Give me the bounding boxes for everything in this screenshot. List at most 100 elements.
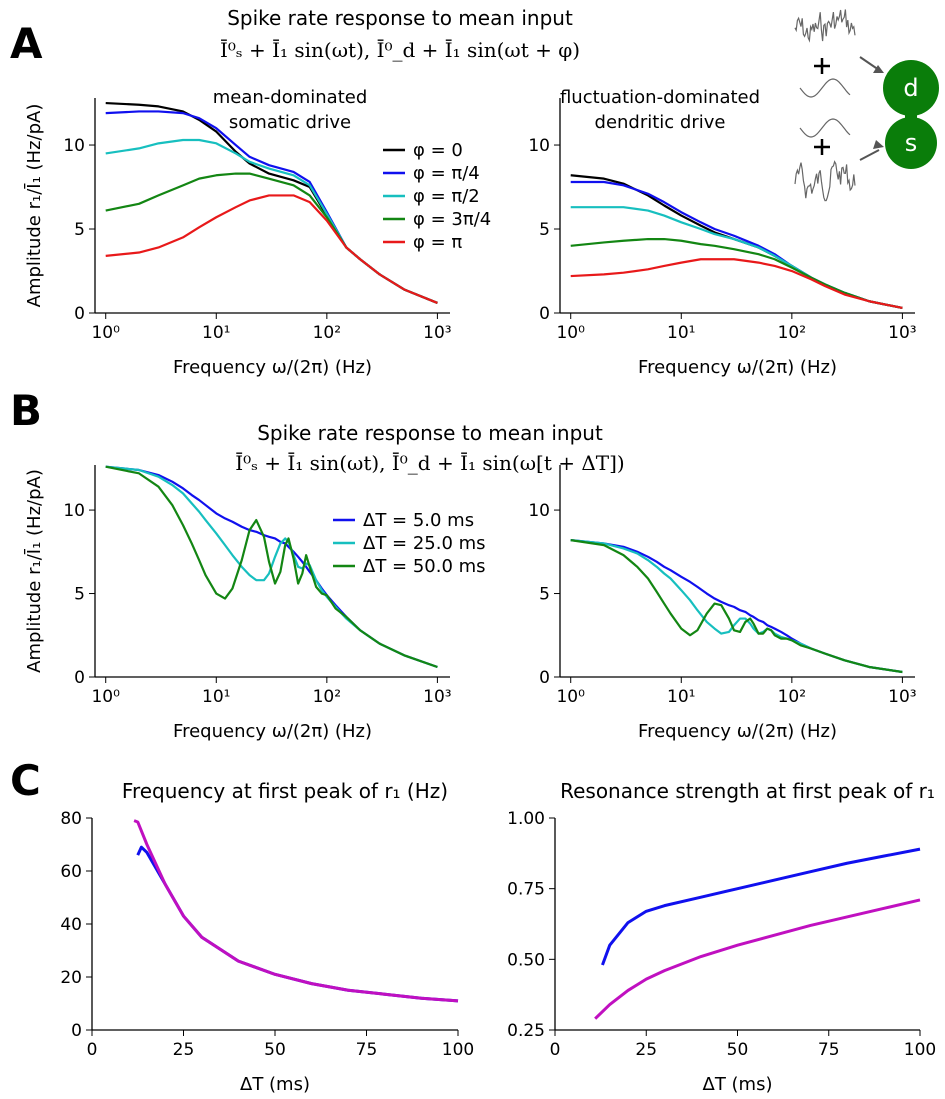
x-tick-label: 10¹: [202, 323, 230, 343]
x-tick-label: 10¹: [667, 323, 695, 343]
series-line: [570, 539, 903, 674]
x-tick-label: 10³: [888, 687, 916, 707]
x-tick-label: 10¹: [667, 687, 695, 707]
x-tick-label: 10⁰: [91, 687, 120, 707]
x-tick-label: 75: [818, 1040, 840, 1060]
x-tick-label: 25: [635, 1040, 657, 1060]
x-tick-label: 10²: [778, 323, 806, 343]
series-line: [105, 465, 438, 669]
series-line: [105, 172, 438, 304]
y-axis-label: Amplitude r₁/Ī₁ (Hz/pA): [23, 104, 45, 308]
y-tick-label: 0: [539, 668, 550, 688]
x-tick-label: 10⁰: [556, 323, 585, 343]
y-tick-label: 40: [60, 915, 82, 935]
y-axis-label: Amplitude r₁/Ī₁ (Hz/pA): [23, 469, 45, 673]
y-tick-label: 1.00: [507, 809, 545, 829]
x-axis-label: Frequency ω/(2π) (Hz): [173, 721, 372, 742]
x-axis-label: Frequency ω/(2π) (Hz): [638, 721, 837, 742]
x-tick-label: 50: [264, 1040, 286, 1060]
y-tick-label: 80: [60, 809, 82, 829]
x-axis-label: ΔT (ms): [703, 1074, 773, 1095]
series-line: [570, 206, 903, 310]
y-tick-label: 10: [63, 136, 85, 156]
y-tick-label: 0.50: [507, 950, 545, 970]
plus-sign: [814, 58, 830, 155]
legend-label: ΔT = 50.0 ms: [363, 556, 486, 577]
x-tick-label: 75: [356, 1040, 378, 1060]
x-tick-label: 10⁰: [556, 687, 585, 707]
chart-title: Frequency at first peak of r₁ (Hz): [122, 779, 448, 803]
arrow-head: [873, 65, 884, 149]
soma-circle: [885, 117, 937, 169]
y-tick-label: 10: [528, 136, 550, 156]
y-tick-label: 0.75: [507, 880, 545, 900]
x-axis-label: Frequency ω/(2π) (Hz): [173, 357, 372, 378]
series-line: [136, 845, 459, 1003]
y-tick-label: 10: [63, 501, 85, 521]
series-line: [105, 101, 438, 304]
dendrite-circle: [883, 60, 939, 116]
series-line: [570, 237, 903, 310]
y-tick-label: 10: [528, 501, 550, 521]
y-tick-label: 0: [71, 1021, 82, 1041]
y-tick-label: 0: [74, 668, 85, 688]
x-tick-label: 10³: [888, 323, 916, 343]
x-tick-label: 10⁰: [91, 323, 120, 343]
annotation: fluctuation-dominated: [560, 87, 760, 108]
legend-label: φ = 0: [413, 140, 463, 161]
panel-label: C: [10, 756, 41, 805]
legend-label: φ = 3π/4: [413, 209, 491, 230]
x-tick-label: 100: [442, 1040, 474, 1060]
legend-label: φ = π/2: [413, 186, 480, 207]
panel-label: A: [10, 19, 43, 68]
annotation: dendritic drive: [595, 112, 726, 133]
y-tick-label: 5: [539, 220, 550, 240]
x-tick-label: 100: [904, 1040, 936, 1060]
x-axis-label: ΔT (ms): [240, 1074, 310, 1095]
y-tick-label: 0: [74, 304, 85, 324]
series-line: [570, 539, 903, 674]
series-line: [105, 194, 438, 304]
trace: [799, 78, 851, 98]
series-line: [133, 819, 459, 1003]
y-tick-label: 5: [74, 585, 85, 605]
arrow-line: [859, 56, 880, 161]
annotation: mean-dominated: [213, 87, 368, 108]
x-tick-label: 10²: [313, 323, 341, 343]
y-tick-label: 0.25: [507, 1021, 545, 1041]
section-title: Spike rate response to mean input: [227, 6, 573, 30]
x-tick-label: 10²: [778, 687, 806, 707]
legend-label: ΔT = 5.0 ms: [363, 510, 474, 531]
panel-label: B: [10, 386, 42, 435]
y-tick-label: 60: [60, 862, 82, 882]
y-tick-label: 0: [539, 304, 550, 324]
neuron-diagram: d s: [794, 9, 939, 202]
diagram-label: s: [905, 129, 918, 157]
legend-label: φ = π/4: [413, 163, 480, 184]
x-tick-label: 25: [173, 1040, 195, 1060]
legend-label: ΔT = 25.0 ms: [363, 533, 486, 554]
trace: [794, 9, 856, 43]
y-tick-label: 20: [60, 968, 82, 988]
diagram-label: d: [903, 74, 918, 102]
x-axis-label: Frequency ω/(2π) (Hz): [638, 357, 837, 378]
series-line: [570, 539, 903, 674]
x-tick-label: 10³: [423, 323, 451, 343]
section-subtitle: Ī⁰ₛ + Ī₁ sin(ωt), Ī⁰_d + Ī₁ sin(ω[t + ΔT…: [235, 451, 624, 475]
x-tick-label: 0: [87, 1040, 98, 1060]
chart-title: Resonance strength at first peak of r₁: [560, 779, 935, 803]
series-line: [601, 847, 921, 966]
series-line: [105, 110, 438, 304]
y-tick-label: 5: [539, 585, 550, 605]
x-tick-label: 10³: [423, 687, 451, 707]
section-title: Spike rate response to mean input: [257, 421, 603, 445]
trace: [799, 118, 851, 138]
legend-label: φ = π: [413, 232, 462, 253]
series-line: [570, 258, 903, 310]
trace: [794, 160, 856, 202]
annotation: somatic drive: [229, 112, 351, 133]
x-tick-label: 10²: [313, 687, 341, 707]
series-line: [570, 180, 903, 310]
x-tick-label: 50: [727, 1040, 749, 1060]
